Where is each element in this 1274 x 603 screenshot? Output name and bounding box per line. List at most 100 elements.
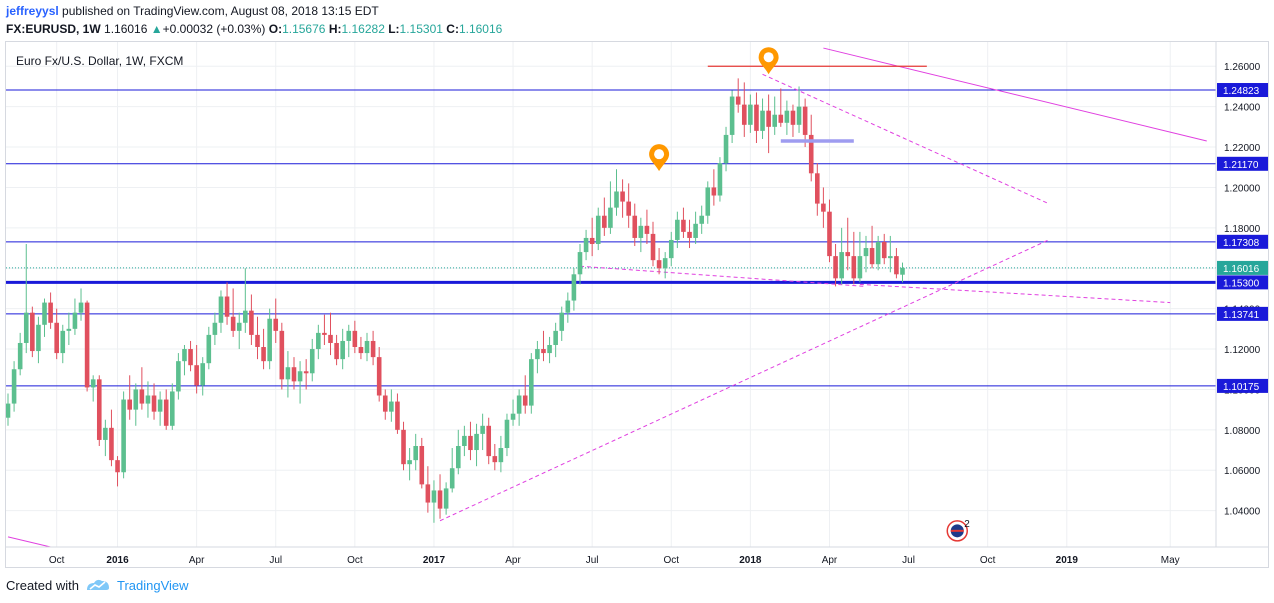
bull-candle: [449, 468, 455, 489]
bull-candle: [364, 340, 370, 354]
y-tick-label: 1.22000: [1224, 143, 1261, 154]
chart-frame[interactable]: [5, 41, 1269, 568]
bear-candle: [778, 114, 784, 123]
author-link[interactable]: jeffreyysl: [6, 4, 59, 18]
bull-candle: [583, 237, 589, 253]
bull-candle: [760, 110, 765, 131]
bull-candle: [218, 296, 224, 323]
bear-candle: [602, 215, 607, 228]
bear-candle: [492, 456, 498, 463]
bull-candle: [78, 302, 84, 313]
bear-candle: [194, 365, 199, 386]
event-stripe: [950, 529, 964, 532]
bull-candle: [900, 267, 905, 275]
x-tick-label: Oct: [980, 555, 996, 566]
level-label-box: [1217, 378, 1268, 393]
bull-candle: [796, 106, 802, 125]
publish-info: jeffreyysl published on TradingView.com,…: [6, 4, 379, 18]
change-arrow-icon: ▲: [150, 22, 163, 36]
bear-candle: [328, 334, 333, 343]
bear-candle: [291, 367, 297, 382]
high-label: H:: [328, 22, 342, 36]
bull-candle: [723, 134, 729, 164]
bull-candle: [309, 349, 315, 374]
bear-candle: [644, 225, 650, 234]
bear-candle: [188, 349, 193, 366]
bull-candle: [888, 256, 893, 259]
open-value: 1.15676: [282, 22, 326, 36]
price-change: +0.00032 (+0.03%): [162, 22, 266, 36]
x-tick-label: 2016: [106, 555, 129, 566]
pin-marker-icon: [649, 144, 670, 172]
y-tick-label: 1.08000: [1224, 426, 1261, 437]
bull-candle: [772, 114, 778, 127]
y-tick-label: 1.20000: [1224, 183, 1261, 194]
x-tick-label: May: [1161, 555, 1180, 566]
bull-candle: [169, 391, 175, 426]
bull-candle: [6, 403, 11, 418]
bull-candle: [66, 328, 72, 331]
bull-candle: [529, 359, 534, 406]
bull-candle: [547, 345, 552, 354]
y-tick-label: 1.24000: [1224, 103, 1261, 114]
bear-candle: [261, 347, 266, 362]
bear-candle: [522, 395, 528, 406]
bull-candle: [748, 104, 753, 125]
bull-candle: [462, 435, 467, 446]
bear-candle: [632, 215, 638, 238]
bull-candle: [455, 446, 461, 469]
bear-candle: [821, 203, 826, 212]
bear-candle: [139, 389, 145, 404]
bull-candle: [176, 361, 181, 392]
tradingview-logo-icon: [86, 579, 109, 590]
x-tick-label: Oct: [347, 555, 363, 566]
level-label: 1.24823: [1223, 86, 1260, 97]
bull-candle: [243, 310, 248, 323]
last-price-label: 1.16016: [1223, 264, 1260, 275]
x-tick-label: Apr: [822, 555, 838, 566]
close-value: 1.16016: [458, 22, 503, 36]
bear-candle: [486, 425, 492, 457]
bull-candle: [340, 340, 345, 360]
bear-candle: [401, 429, 406, 465]
pin-marker-icon: [758, 47, 779, 75]
bear-candle: [815, 173, 820, 204]
bear-candle: [869, 248, 875, 265]
bull-candle: [267, 318, 272, 362]
close-label: C:: [446, 22, 459, 36]
bear-candle: [395, 401, 400, 430]
bull-candle: [553, 330, 558, 345]
bear-candle: [851, 256, 857, 279]
level-label: 1.17308: [1223, 238, 1260, 249]
plot-area: [6, 42, 1216, 547]
bull-candle: [11, 369, 17, 404]
bull-candle: [535, 349, 540, 360]
bear-candle: [827, 211, 832, 257]
x-tick-label: Jul: [269, 555, 282, 566]
x-tick-label: Oct: [49, 555, 65, 566]
bear-candle: [626, 201, 631, 216]
tradingview-link[interactable]: TradingView: [116, 577, 189, 593]
bear-candle: [303, 371, 309, 374]
bull-candle: [693, 223, 698, 238]
bear-candle: [109, 427, 114, 461]
bear-candle: [437, 490, 443, 509]
symbol-info: FX:EURUSD, 1W 1.16016 ▲+0.00032 (+0.03%)…: [6, 22, 502, 36]
bear-candle: [382, 395, 388, 412]
trendline: [7, 536, 51, 547]
bear-candle: [802, 106, 808, 135]
bull-candle: [157, 399, 163, 412]
bull-candle: [729, 96, 735, 135]
bull-candle: [36, 324, 41, 352]
bear-candle: [84, 302, 90, 388]
bull-candle: [413, 446, 418, 461]
bull-candle: [504, 419, 510, 449]
bear-candle: [419, 446, 425, 485]
bear-candle: [151, 395, 157, 412]
last-price-label-box: [1217, 260, 1268, 275]
dashed-trendline: [762, 73, 1049, 205]
bull-candle: [316, 332, 321, 350]
bear-candle: [224, 296, 230, 317]
pin-hole: [654, 149, 665, 160]
